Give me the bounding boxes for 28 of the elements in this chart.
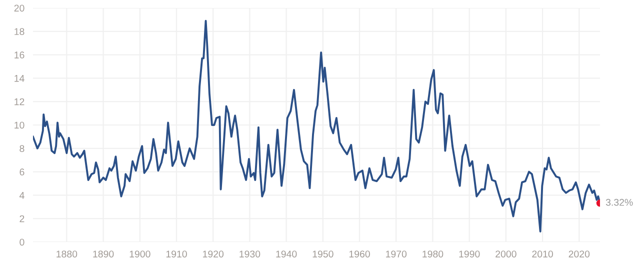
- x-tick-label: 1910: [166, 250, 187, 258]
- x-tick-label: 1970: [386, 250, 407, 258]
- x-tick-label: 2000: [496, 250, 516, 258]
- x-tick-label: 1990: [459, 250, 480, 258]
- line-series: [33, 20, 600, 232]
- y-tick-label: 8: [20, 145, 24, 152]
- x-tick-label: 1900: [130, 250, 150, 258]
- x-tick-label: 1940: [276, 250, 297, 258]
- x-tick-label: 1930: [240, 250, 260, 258]
- y-tick-label: 20: [14, 4, 24, 12]
- x-tick-label: 1920: [203, 250, 224, 258]
- x-tick-label: 1880: [56, 250, 78, 258]
- x-tick-label: 1980: [422, 250, 444, 258]
- data-label: 3.32%: [606, 198, 633, 206]
- y-tick-label: 12: [14, 98, 24, 106]
- y-tick-label: 18: [14, 28, 24, 36]
- x-tick-label: 1950: [312, 250, 334, 258]
- x-tick-label: 2020: [568, 250, 590, 258]
- x-tick-label: 2010: [532, 250, 553, 258]
- y-tick-label: 0: [20, 238, 24, 246]
- y-tick-label: 14: [14, 75, 24, 82]
- y-tick-label: 4: [19, 192, 24, 199]
- x-tick-label: 1960: [349, 250, 370, 258]
- x-tick-label: 1890: [93, 250, 114, 258]
- y-tick-label: 2: [20, 215, 24, 222]
- y-tick-label: 10: [14, 122, 24, 129]
- y-tick-label: 16: [14, 52, 24, 58]
- y-tick-label: 6: [20, 168, 24, 176]
